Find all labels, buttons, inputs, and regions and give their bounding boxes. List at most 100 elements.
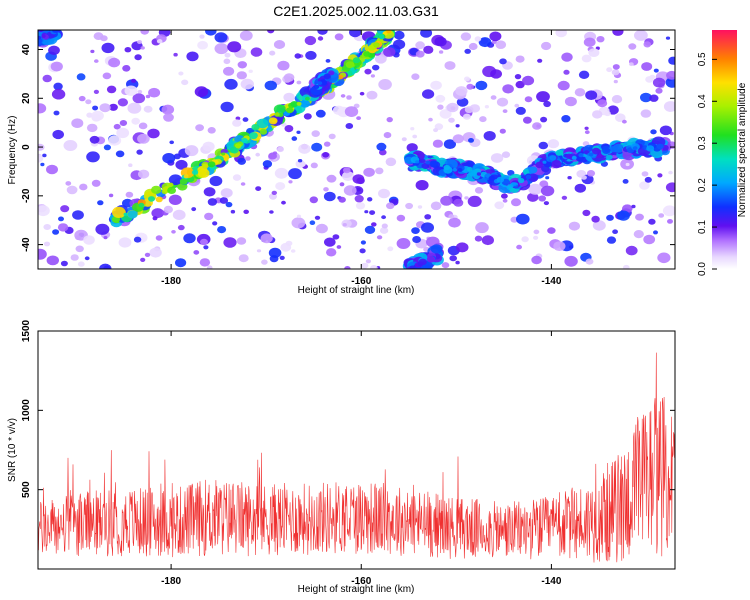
heatmap-cell xyxy=(406,143,418,153)
heatmap-cell xyxy=(434,123,444,130)
heatmap-cells xyxy=(38,22,675,269)
heatmap-cell xyxy=(568,245,574,249)
heatmap-cell xyxy=(91,179,101,187)
heatmap-cell xyxy=(452,134,464,144)
heatmap-cell xyxy=(144,252,151,257)
colorbar: 0.0 0.1 0.2 0.3 0.4 0.5 Normalized spectral a… xyxy=(697,30,748,276)
heatmap-cell xyxy=(547,139,560,149)
heatmap-cell xyxy=(538,141,549,150)
heatmap-cell xyxy=(63,140,78,151)
heatmap-cell xyxy=(232,119,242,127)
heatmap-cell xyxy=(137,133,150,144)
heatmap-cell xyxy=(563,69,570,75)
heatmap-cell xyxy=(634,30,648,41)
heatmap-cell xyxy=(643,234,656,245)
heatmap-cell xyxy=(291,217,306,229)
heatmap-cell xyxy=(376,235,383,240)
heatmap-cell xyxy=(296,214,302,218)
heatmap-cell xyxy=(360,54,365,59)
heatmap-cell xyxy=(371,222,377,227)
heatmap-cell xyxy=(326,174,337,183)
heatmap-cell xyxy=(396,238,411,249)
heatmap-cell xyxy=(97,200,104,206)
heatmap-cell xyxy=(555,30,567,38)
snr-series-line xyxy=(37,352,676,563)
heatmap-cell xyxy=(657,252,671,264)
heatmap-cell xyxy=(212,221,218,226)
heatmap-cell xyxy=(207,161,216,168)
heatmap-cell xyxy=(615,113,626,122)
heatmap-cell xyxy=(118,237,132,248)
heatmap-cell xyxy=(332,105,345,116)
y-tick-label: 500 xyxy=(21,481,32,498)
heatmap-cell xyxy=(273,40,286,49)
heatmap-cell xyxy=(499,128,506,134)
heatmap-cell xyxy=(668,56,675,65)
heatmap-cell xyxy=(430,80,442,90)
heatmap-cell xyxy=(108,193,114,198)
heatmap-cell xyxy=(588,48,600,57)
heatmap-cell xyxy=(205,30,217,36)
heatmap-cell xyxy=(200,238,208,246)
heatmap-cell xyxy=(161,104,175,115)
heatmap-cell xyxy=(541,41,552,51)
heatmap-cell xyxy=(131,117,140,125)
heatmap-cell xyxy=(172,209,186,220)
heatmap-cell xyxy=(582,209,591,217)
heatmap-cell xyxy=(502,84,514,94)
heatmap-cell xyxy=(412,236,421,243)
heatmap-cell xyxy=(641,62,653,71)
heatmap-cell xyxy=(583,37,596,47)
heatmap-cell xyxy=(611,69,620,76)
heatmap-cell xyxy=(78,95,86,102)
heatmap-cell xyxy=(568,221,581,231)
heatmap-cell xyxy=(50,22,58,28)
heatmap-cell xyxy=(363,167,375,177)
heatmap-cell xyxy=(455,260,460,265)
heatmap-cell xyxy=(72,210,84,220)
heatmap-cell xyxy=(93,32,104,40)
heatmap-cell xyxy=(53,110,60,116)
heatmap-cell xyxy=(639,181,650,190)
heatmap-cell xyxy=(584,126,589,130)
heatmap-cell xyxy=(220,101,234,113)
heatmap-cell xyxy=(536,124,541,128)
heatmap-cell xyxy=(430,244,443,254)
heatmap-cell xyxy=(113,123,121,130)
heatmap-cell xyxy=(51,88,66,100)
heatmap-cell xyxy=(322,152,330,158)
heatmap-cell xyxy=(561,115,571,123)
y-tick-label: 20 xyxy=(21,92,32,104)
heatmap-cell xyxy=(582,153,587,157)
heatmap-cell xyxy=(46,164,58,175)
heatmap-cell xyxy=(640,109,652,118)
heatmap-cell xyxy=(596,36,605,43)
heatmap-cell xyxy=(323,73,331,80)
heatmap-cell xyxy=(364,225,376,234)
heatmap-cell xyxy=(50,61,63,72)
heatmap-cell xyxy=(95,223,110,235)
heatmap-cell xyxy=(328,70,335,76)
heatmap-cell xyxy=(89,135,100,144)
heatmap-cell xyxy=(370,265,378,269)
heatmap-cell xyxy=(439,109,452,119)
snr-y-label: SNR (10 * v/v) xyxy=(7,418,18,482)
heatmap-cell xyxy=(401,137,407,142)
heatmap-cell xyxy=(410,127,415,131)
heatmap-cell xyxy=(214,43,229,55)
y-tick-label: 1000 xyxy=(21,399,32,422)
heatmap-cell xyxy=(467,195,482,207)
heatmap-cell xyxy=(405,202,413,210)
heatmap-cell xyxy=(495,40,507,49)
heatmap-cell xyxy=(452,167,458,172)
heatmap-cell xyxy=(359,248,366,254)
heatmap-cell xyxy=(117,98,128,107)
colorbar-tick-label: 0.2 xyxy=(697,178,708,192)
heatmap-cell xyxy=(653,230,658,235)
heatmap-cell xyxy=(381,215,386,220)
heatmap-cell xyxy=(133,236,142,243)
heatmap-cell xyxy=(124,47,132,53)
heatmap-cell xyxy=(66,185,78,195)
heatmap-cell xyxy=(92,105,99,111)
